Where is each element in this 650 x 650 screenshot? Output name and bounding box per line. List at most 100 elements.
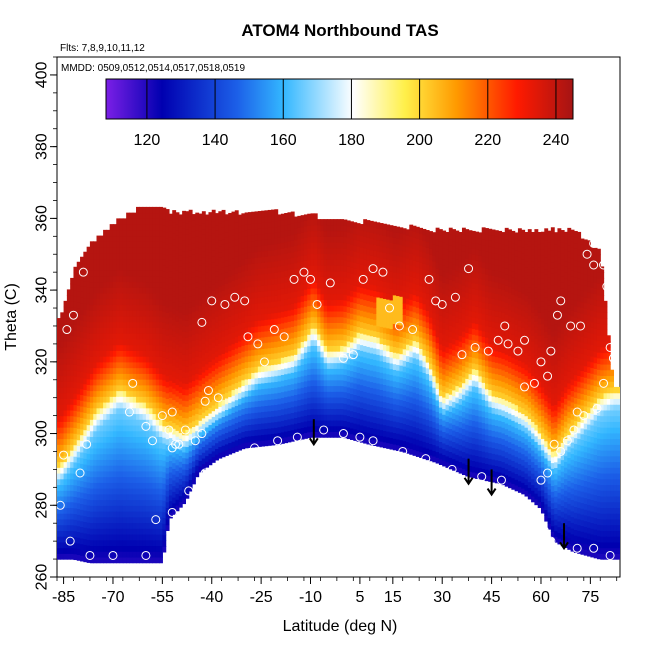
heatmap-cell: [224, 340, 229, 347]
heatmap-cell: [66, 473, 71, 480]
heatmap-cell: [231, 383, 236, 391]
heatmap-cell: [333, 385, 338, 392]
heatmap-cell: [93, 436, 98, 443]
heatmap-cell: [80, 342, 84, 350]
heatmap-cell: [307, 403, 312, 410]
heatmap-cell: [399, 307, 404, 315]
heatmap-cell: [356, 320, 361, 328]
heatmap-cell: [244, 401, 249, 409]
heatmap-cell: [376, 273, 381, 281]
heatmap-cell: [178, 398, 183, 405]
heatmap-cell: [303, 225, 308, 233]
heatmap-cell: [244, 275, 249, 282]
heatmap-cell: [294, 291, 298, 298]
heatmap-cell: [271, 272, 275, 280]
heatmap-cell: [162, 293, 167, 301]
heatmap-cell: [182, 314, 186, 321]
heatmap-cell: [182, 331, 186, 338]
heatmap-cell: [112, 493, 117, 501]
heatmap-cell: [70, 490, 75, 497]
heatmap-cell: [159, 384, 163, 392]
heatmap-cell: [86, 499, 91, 506]
heatmap-cell: [280, 322, 285, 330]
heatmap-cell: [317, 431, 321, 438]
heatmap-cell: [320, 374, 325, 381]
heatmap-cell: [231, 303, 236, 310]
heatmap-cell: [195, 413, 200, 420]
heatmap-cell: [76, 410, 81, 418]
heatmap-cell: [80, 497, 84, 505]
heatmap-cell: [152, 413, 157, 420]
heatmap-cell: [267, 221, 272, 228]
heatmap-cell: [294, 417, 298, 424]
heatmap-cell: [211, 358, 216, 366]
heatmap-cell: [402, 343, 407, 350]
heatmap-cell: [317, 419, 321, 427]
heatmap-cell: [290, 435, 295, 442]
heatmap-cell: [218, 400, 223, 407]
heatmap-cell: [271, 324, 275, 331]
heatmap-cell: [83, 257, 88, 264]
heatmap-cell: [257, 360, 262, 367]
heatmap-cell: [201, 463, 206, 471]
heatmap-cell: [96, 522, 101, 529]
heatmap-cell: [234, 238, 239, 246]
heatmap-cell: [389, 271, 394, 278]
heatmap-cell: [234, 399, 239, 406]
heatmap-cell: [162, 351, 167, 358]
heatmap-cell: [103, 390, 107, 397]
heatmap-cell: [382, 395, 387, 403]
heatmap-cell: [126, 447, 131, 455]
heatmap-cell: [201, 377, 206, 384]
heatmap-cell: [178, 392, 183, 399]
heatmap-cell: [241, 230, 246, 237]
heatmap-cell: [162, 213, 167, 220]
heatmap-cell: [323, 379, 328, 387]
heatmap-cell: [126, 424, 131, 432]
heatmap-cell: [336, 385, 341, 392]
heatmap-cell: [241, 282, 246, 289]
heatmap-cell: [211, 290, 216, 297]
heatmap-cell: [376, 233, 381, 241]
heatmap-cell: [132, 281, 137, 288]
heatmap-cell: [139, 539, 144, 547]
heatmap-cell: [392, 260, 397, 267]
heatmap-cell: [340, 236, 345, 243]
heatmap-cell: [132, 459, 137, 466]
heatmap-cell: [155, 424, 160, 432]
heatmap-cell: [366, 426, 371, 433]
heatmap-cell: [409, 350, 414, 358]
heatmap-cell: [175, 395, 180, 403]
heatmap-cell: [172, 307, 177, 315]
heatmap-cell: [389, 362, 394, 370]
heatmap-cell: [159, 424, 163, 432]
heatmap-cell: [93, 264, 98, 271]
heatmap-cell: [191, 478, 196, 485]
heatmap-cell: [326, 316, 331, 323]
heatmap-cell: [280, 334, 285, 341]
heatmap-cell: [221, 364, 226, 372]
heatmap-cell: [80, 262, 84, 269]
heatmap-cell: [313, 310, 318, 318]
heatmap-cell: [66, 404, 71, 411]
heatmap-cell: [346, 283, 351, 290]
heatmap-cell: [162, 299, 167, 306]
heatmap-cell: [80, 411, 84, 419]
heatmap-cell: [80, 451, 84, 459]
heatmap-cell: [116, 551, 121, 558]
heatmap-cell: [165, 507, 170, 514]
heatmap-cell: [392, 237, 397, 244]
heatmap-cell: [175, 286, 180, 294]
heatmap-cell: [182, 400, 186, 407]
heatmap-cell: [284, 322, 289, 329]
heatmap-cell: [93, 252, 98, 260]
heatmap-cell: [122, 344, 127, 351]
heatmap-cell: [224, 409, 229, 416]
heatmap-cell: [280, 345, 285, 353]
heatmap-cell: [336, 247, 341, 255]
heatmap-cell: [86, 281, 91, 288]
heatmap-cell: [373, 221, 377, 228]
heatmap-cell: [271, 312, 275, 320]
heatmap-cell: [353, 262, 358, 269]
heatmap-cell: [274, 392, 279, 400]
